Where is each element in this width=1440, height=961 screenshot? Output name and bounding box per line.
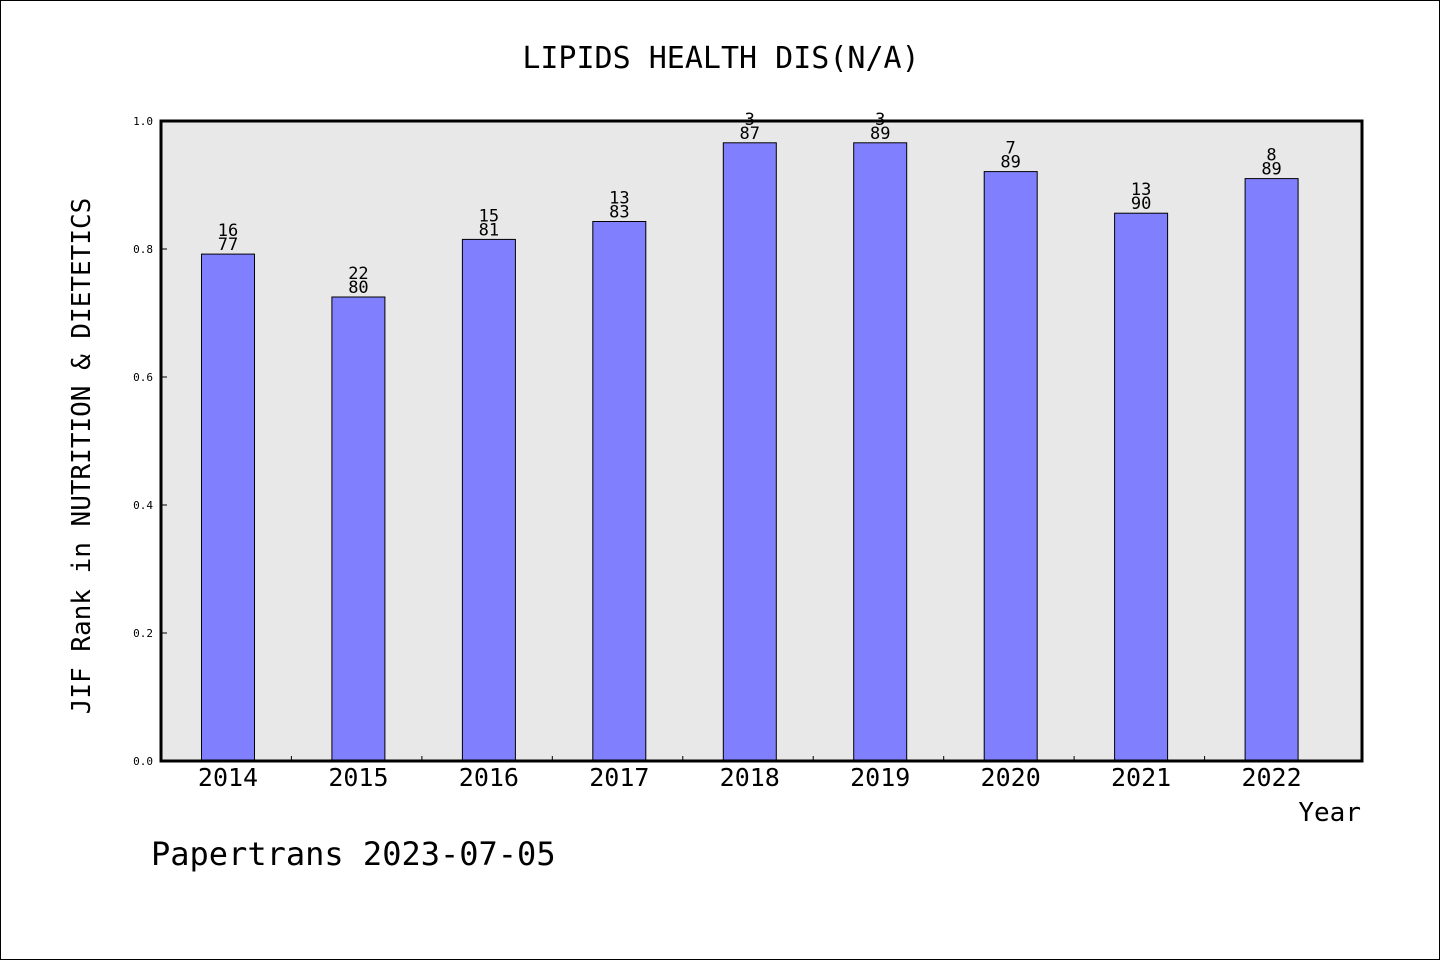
x-tick-label: 2022 — [1241, 763, 1301, 792]
watermark-text: Papertrans 2023-07-05 — [151, 835, 556, 873]
data-label-rank: 15 — [479, 206, 499, 226]
y-tick-label: 0.0 — [133, 755, 153, 768]
data-label-total: 77 — [218, 235, 238, 255]
y-tick-label: 1.0 — [133, 115, 153, 128]
bar-2017 — [592, 221, 647, 762]
y-axis-label: JIF Rank in NUTRITION & DIETETICS — [67, 198, 97, 715]
data-label-rank: 13 — [609, 189, 629, 209]
data-label-total: 83 — [609, 203, 629, 223]
x-tick-label: 2019 — [850, 763, 910, 792]
x-tick-label: 2020 — [981, 763, 1041, 792]
x-axis: 2014 2015 2016 2017 2018 2019 2020 2021 2022 — [198, 756, 1302, 792]
bar-2019 — [853, 142, 908, 762]
bar-2018 — [722, 142, 777, 762]
bar-2020 — [983, 171, 1038, 762]
data-label-total: 87 — [740, 124, 760, 144]
y-tick-label: 0.6 — [133, 371, 153, 384]
x-tick-label: 2014 — [198, 763, 258, 792]
x-tick-label: 2018 — [720, 763, 780, 792]
bar-2015 — [331, 296, 386, 762]
x-tick-label: 2016 — [459, 763, 519, 792]
x-tick-label: 2017 — [589, 763, 649, 792]
y-tick-label: 0.2 — [133, 627, 153, 640]
x-tick-label: 2015 — [328, 763, 388, 792]
data-label-total: 80 — [348, 278, 368, 298]
data-label-total: 90 — [1131, 194, 1151, 214]
data-label-rank: 22 — [348, 264, 368, 284]
y-tick-label: 0.8 — [133, 243, 153, 256]
x-axis-label: Year — [1298, 798, 1361, 828]
data-label-rank: 7 — [1006, 139, 1016, 159]
data-label-total: 89 — [1261, 160, 1281, 180]
data-label-rank: 16 — [218, 221, 238, 241]
bars-layer — [201, 142, 1299, 762]
y-axis: 0.0 0.2 0.4 0.6 0.8 1.0 — [133, 115, 167, 768]
data-label-rank: 8 — [1266, 146, 1276, 166]
x-tick-label: 2021 — [1111, 763, 1171, 792]
bar-2022 — [1244, 178, 1299, 762]
data-label-rank: 13 — [1131, 180, 1151, 200]
bar-2016 — [461, 238, 516, 762]
data-label-total: 81 — [479, 220, 499, 240]
bar-2021 — [1114, 212, 1169, 762]
data-label-total: 89 — [870, 124, 890, 144]
plot-border — [159, 119, 1364, 763]
data-label-total: 89 — [1000, 153, 1020, 173]
y-tick-label: 0.4 — [133, 499, 153, 512]
chart-title: LIPIDS HEALTH DIS(N/A) — [522, 41, 919, 76]
bar-2014 — [201, 253, 255, 762]
